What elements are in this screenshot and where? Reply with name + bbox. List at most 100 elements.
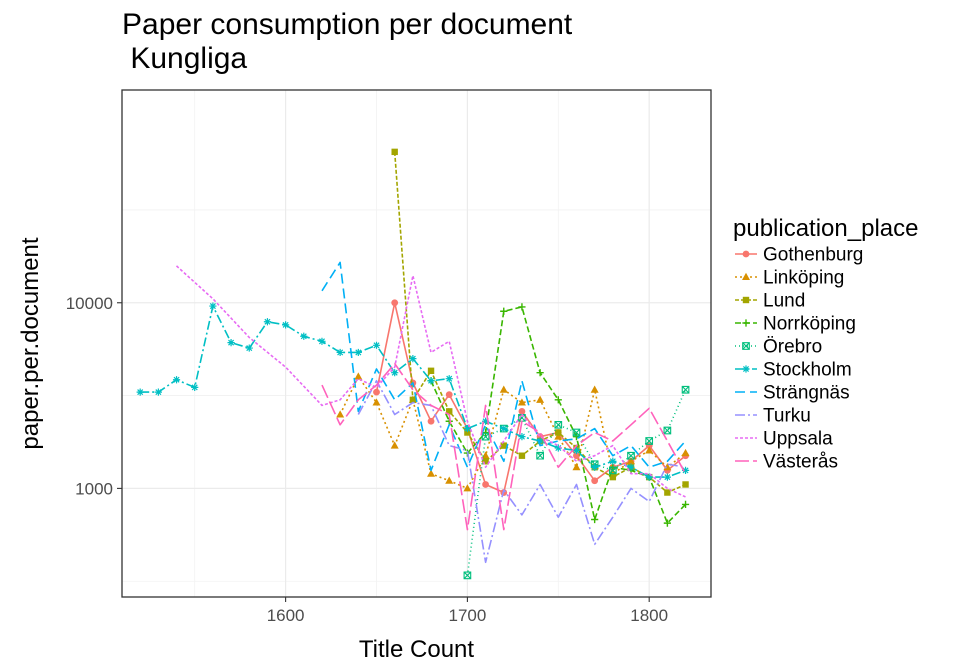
panel-border (121, 89, 712, 598)
data-point (554, 396, 562, 404)
data-point (573, 452, 580, 460)
data-point (572, 463, 581, 471)
data-point (300, 332, 308, 340)
data-point (373, 388, 380, 396)
data-point (318, 337, 326, 345)
data-point (481, 428, 490, 437)
data-point (664, 489, 671, 496)
grid-layer (122, 90, 711, 597)
series-turku (357, 379, 686, 564)
series-uppsala (175, 265, 686, 498)
legend-label: Linköping (763, 268, 844, 289)
y-tick-label: 10000 (66, 294, 113, 313)
legend-item-linkoping: Linköping (735, 268, 844, 289)
data-point (518, 452, 526, 459)
data-point (191, 383, 199, 391)
series-line-uppsala (175, 265, 686, 498)
data-point (517, 398, 526, 406)
data-point (608, 466, 617, 475)
series-layer (136, 148, 690, 580)
data-point (227, 339, 235, 347)
data-point (536, 451, 544, 460)
data-point (681, 385, 690, 394)
legend-key-marker (742, 250, 750, 258)
data-point (518, 303, 526, 311)
data-point (409, 355, 417, 363)
legend-item-vasteras: Västerås (735, 452, 838, 473)
data-point (263, 318, 272, 326)
legend-item-turku: Turku (735, 406, 811, 427)
data-point (681, 500, 690, 508)
data-point (663, 463, 672, 471)
data-point (427, 417, 435, 425)
series-gothenburg (373, 299, 689, 496)
data-point (645, 473, 653, 481)
legend-item-gothenburg: Gothenburg (735, 245, 863, 266)
data-point (372, 341, 381, 349)
data-point (482, 481, 489, 488)
series-line-vasteras (321, 362, 687, 531)
legend-item-orebro: Örebro (735, 337, 822, 358)
legend-item-uppsala: Uppsala (735, 429, 833, 450)
legend-label: Norrköping (763, 314, 856, 335)
data-point (627, 463, 635, 471)
data-point (336, 348, 344, 357)
data-point (500, 424, 508, 433)
data-point (591, 477, 599, 485)
data-point (209, 302, 217, 310)
legend-key-marker (742, 342, 750, 350)
data-point (627, 457, 636, 465)
series-vasteras (321, 362, 687, 531)
data-point (591, 463, 599, 471)
legend-label: Strängnäs (763, 383, 850, 404)
data-point (682, 481, 689, 488)
axis-layer: 1600 1700 1800 1000 10000 (66, 294, 668, 625)
data-point (554, 420, 563, 429)
data-point (499, 385, 508, 393)
data-point (663, 473, 671, 481)
data-point (354, 348, 362, 357)
x-axis-title: Title Count (359, 636, 474, 663)
data-point (518, 413, 526, 422)
data-point (464, 429, 471, 436)
data-point (481, 432, 490, 441)
data-point (354, 372, 363, 380)
y-axis-title: paper.per.document (17, 237, 44, 449)
legend-key-marker (742, 296, 750, 304)
series-linkoping (336, 372, 690, 492)
data-point (245, 344, 253, 352)
data-point (591, 515, 599, 524)
legend-key-marker (742, 319, 750, 327)
data-point (482, 458, 489, 465)
x-tick-label: 1800 (630, 606, 668, 625)
series-line-norrkoping (430, 306, 687, 524)
data-point (409, 396, 417, 404)
data-point (500, 442, 507, 449)
data-point (590, 385, 599, 393)
data-point (463, 424, 472, 433)
data-point (463, 484, 472, 492)
legend-title: publication_place (733, 215, 918, 242)
data-point (518, 407, 526, 415)
data-point (154, 388, 162, 396)
legend-key-marker (742, 272, 750, 280)
series-strangnas (321, 261, 687, 472)
legend-item-stockholm: Stockholm (735, 360, 852, 381)
data-point (645, 437, 654, 445)
data-point (609, 457, 617, 465)
data-point (445, 476, 454, 484)
legend-label: Stockholm (763, 360, 852, 381)
data-point (446, 408, 453, 415)
legend-item-lund: Lund (735, 291, 805, 312)
data-point (554, 432, 563, 440)
data-point (390, 441, 399, 449)
data-point (463, 571, 472, 580)
data-point (609, 473, 617, 481)
series-line-strangnas (321, 261, 687, 472)
x-tick-label: 1700 (448, 606, 486, 625)
data-point (445, 391, 453, 399)
data-point (555, 429, 562, 436)
data-point (427, 377, 435, 385)
data-point (372, 398, 381, 406)
